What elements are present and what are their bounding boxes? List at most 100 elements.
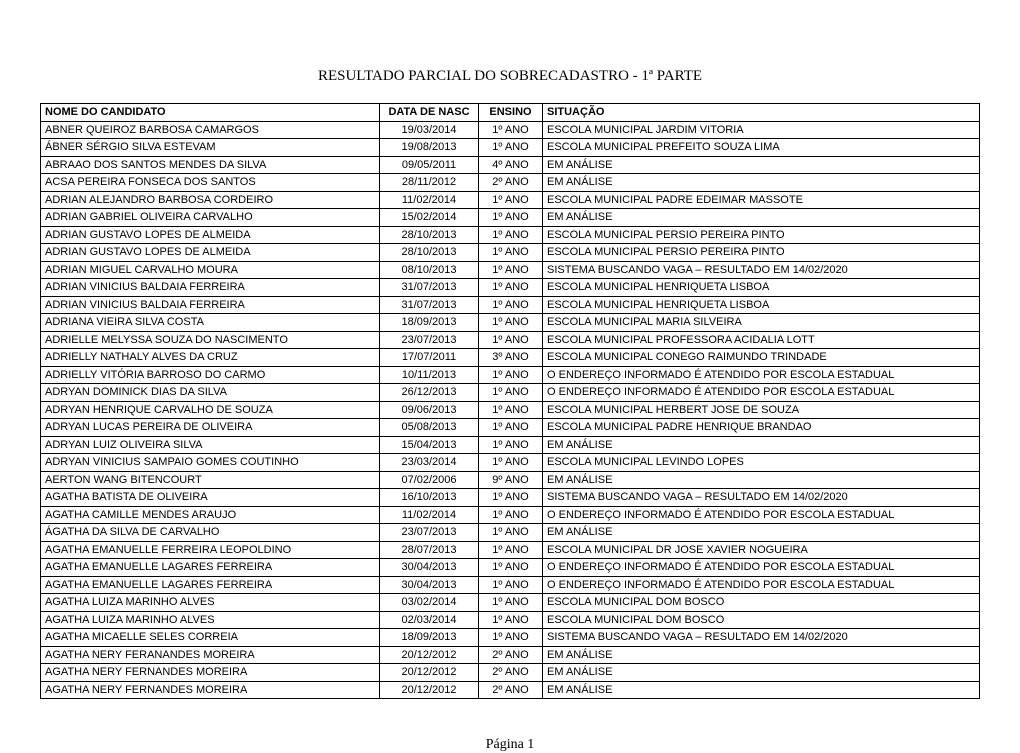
- table-cell: ADRYAN VINICIUS SAMPAIO GOMES COUTINHO: [41, 454, 380, 472]
- table-cell: ESCOLA MUNICIPAL CONEGO RAIMUNDO TRINDAD…: [543, 349, 980, 367]
- table-row: ADRYAN VINICIUS SAMPAIO GOMES COUTINHO23…: [41, 454, 980, 472]
- table-cell: 19/03/2014: [380, 121, 479, 139]
- table-cell: ESCOLA MUNICIPAL PREFEITO SOUZA LIMA: [543, 139, 980, 157]
- table-cell: 28/10/2013: [380, 226, 479, 244]
- page-footer: Página 1: [40, 737, 980, 753]
- table-cell: 1º ANO: [479, 594, 543, 612]
- table-cell: ESCOLA MUNICIPAL JARDIM VITORIA: [543, 121, 980, 139]
- table-row: ACSA PEREIRA FONSECA DOS SANTOS28/11/201…: [41, 174, 980, 192]
- table-cell: 1º ANO: [479, 296, 543, 314]
- table-cell: EM ANÁLISE: [543, 471, 980, 489]
- table-cell: ESCOLA MUNICIPAL LEVINDO LOPES: [543, 454, 980, 472]
- table-cell: EM ANÁLISE: [543, 664, 980, 682]
- table-row: ADRIELLE MELYSSA SOUZA DO NASCIMENTO23/0…: [41, 331, 980, 349]
- table-cell: ADRIANA VIEIRA SILVA COSTA: [41, 314, 380, 332]
- page-title: RESULTADO PARCIAL DO SOBRECADASTRO - 1ª …: [40, 68, 980, 85]
- table-cell: 1º ANO: [479, 314, 543, 332]
- table-cell: 1º ANO: [479, 559, 543, 577]
- table-row: AGATHA CAMILLE MENDES ARAUJO11/02/20141º…: [41, 506, 980, 524]
- table-row: ÁGATHA DA SILVA DE CARVALHO23/07/20131º …: [41, 524, 980, 542]
- table-cell: EM ANÁLISE: [543, 436, 980, 454]
- table-cell: 11/02/2014: [380, 191, 479, 209]
- table-row: ADRIELLY VITÓRIA BARROSO DO CARMO10/11/2…: [41, 366, 980, 384]
- table-cell: 1º ANO: [479, 489, 543, 507]
- table-cell: 1º ANO: [479, 209, 543, 227]
- table-cell: 28/10/2013: [380, 244, 479, 262]
- table-cell: EM ANÁLISE: [543, 524, 980, 542]
- table-row: AGATHA MICAELLE SELES CORREIA18/09/20131…: [41, 629, 980, 647]
- table-cell: 20/12/2012: [380, 646, 479, 664]
- table-cell: EM ANÁLISE: [543, 156, 980, 174]
- table-row: ABNER QUEIROZ BARBOSA CAMARGOS19/03/2014…: [41, 121, 980, 139]
- table-cell: ESCOLA MUNICIPAL PERSIO PEREIRA PINTO: [543, 226, 980, 244]
- table-cell: 1º ANO: [479, 454, 543, 472]
- col-header-ensino: ENSINO: [479, 104, 543, 122]
- table-cell: 19/08/2013: [380, 139, 479, 157]
- table-row: ADRYAN LUIZ OLIVEIRA SILVA15/04/20131º A…: [41, 436, 980, 454]
- table-cell: ESCOLA MUNICIPAL HENRIQUETA LISBOA: [543, 279, 980, 297]
- table-cell: ABNER QUEIROZ BARBOSA CAMARGOS: [41, 121, 380, 139]
- table-cell: 28/07/2013: [380, 541, 479, 559]
- table-cell: AGATHA LUIZA MARINHO ALVES: [41, 594, 380, 612]
- table-cell: ADRIAN VINICIUS BALDAIA FERREIRA: [41, 279, 380, 297]
- table-cell: AERTON WANG BITENCOURT: [41, 471, 380, 489]
- table-cell: ADRIELLE MELYSSA SOUZA DO NASCIMENTO: [41, 331, 380, 349]
- table-row: AGATHA EMANUELLE LAGARES FERREIRA30/04/2…: [41, 576, 980, 594]
- table-row: ADRYAN DOMINICK DIAS DA SILVA26/12/20131…: [41, 384, 980, 402]
- table-cell: 23/03/2014: [380, 454, 479, 472]
- table-cell: AGATHA CAMILLE MENDES ARAUJO: [41, 506, 380, 524]
- table-cell: 1º ANO: [479, 366, 543, 384]
- table-cell: AGATHA MICAELLE SELES CORREIA: [41, 629, 380, 647]
- table-cell: 9º ANO: [479, 471, 543, 489]
- table-cell: ESCOLA MUNICIPAL MARIA SILVEIRA: [543, 314, 980, 332]
- table-cell: 1º ANO: [479, 629, 543, 647]
- table-row: AGATHA EMANUELLE LAGARES FERREIRA30/04/2…: [41, 559, 980, 577]
- table-cell: ESCOLA MUNICIPAL HERBERT JOSE DE SOUZA: [543, 401, 980, 419]
- table-cell: ADRYAN LUCAS PEREIRA DE OLIVEIRA: [41, 419, 380, 437]
- table-cell: 11/02/2014: [380, 506, 479, 524]
- table-cell: EM ANÁLISE: [543, 681, 980, 699]
- table-row: AGATHA EMANUELLE FERREIRA LEOPOLDINO28/0…: [41, 541, 980, 559]
- table-cell: ESCOLA MUNICIPAL PERSIO PEREIRA PINTO: [543, 244, 980, 262]
- table-cell: ESCOLA MUNICIPAL PADRE EDEIMAR MASSOTE: [543, 191, 980, 209]
- table-cell: 07/02/2006: [380, 471, 479, 489]
- table-row: ADRYAN LUCAS PEREIRA DE OLIVEIRA05/08/20…: [41, 419, 980, 437]
- table-cell: 09/06/2013: [380, 401, 479, 419]
- table-cell: ADRIAN ALEJANDRO BARBOSA CORDEIRO: [41, 191, 380, 209]
- table-cell: 1º ANO: [479, 121, 543, 139]
- table-cell: SISTEMA BUSCANDO VAGA – RESULTADO EM 14/…: [543, 629, 980, 647]
- table-cell: ADRIELLY NATHALY ALVES DA CRUZ: [41, 349, 380, 367]
- table-cell: 3º ANO: [479, 349, 543, 367]
- table-cell: 1º ANO: [479, 139, 543, 157]
- table-cell: 1º ANO: [479, 331, 543, 349]
- table-cell: 16/10/2013: [380, 489, 479, 507]
- table-cell: 15/02/2014: [380, 209, 479, 227]
- table-row: ADRIAN GABRIEL OLIVEIRA CARVALHO15/02/20…: [41, 209, 980, 227]
- table-cell: ÁGATHA DA SILVA DE CARVALHO: [41, 524, 380, 542]
- table-cell: 30/04/2013: [380, 559, 479, 577]
- table-cell: 1º ANO: [479, 419, 543, 437]
- table-cell: O ENDEREÇO INFORMADO É ATENDIDO POR ESCO…: [543, 506, 980, 524]
- table-row: ADRIAN MIGUEL CARVALHO MOURA08/10/20131º…: [41, 261, 980, 279]
- table-row: AGATHA BATISTA DE OLIVEIRA16/10/20131º A…: [41, 489, 980, 507]
- table-cell: O ENDEREÇO INFORMADO É ATENDIDO POR ESCO…: [543, 559, 980, 577]
- table-cell: ÁBNER SÉRGIO SILVA ESTEVAM: [41, 139, 380, 157]
- table-cell: AGATHA LUIZA MARINHO ALVES: [41, 611, 380, 629]
- table-cell: 1º ANO: [479, 384, 543, 402]
- table-cell: 23/07/2013: [380, 331, 479, 349]
- table-row: ADRIAN GUSTAVO LOPES DE ALMEIDA28/10/201…: [41, 244, 980, 262]
- table-cell: 2º ANO: [479, 174, 543, 192]
- table-cell: 26/12/2013: [380, 384, 479, 402]
- table-row: ABRAAO DOS SANTOS MENDES DA SILVA09/05/2…: [41, 156, 980, 174]
- table-cell: 03/02/2014: [380, 594, 479, 612]
- table-body: ABNER QUEIROZ BARBOSA CAMARGOS19/03/2014…: [41, 121, 980, 699]
- table-row: AGATHA LUIZA MARINHO ALVES03/02/20141º A…: [41, 594, 980, 612]
- table-cell: 2º ANO: [479, 664, 543, 682]
- table-cell: ADRIAN GABRIEL OLIVEIRA CARVALHO: [41, 209, 380, 227]
- col-header-nome: NOME DO CANDIDATO: [41, 104, 380, 122]
- table-row: AGATHA NERY FERANANDES MOREIRA20/12/2012…: [41, 646, 980, 664]
- table-cell: 09/05/2011: [380, 156, 479, 174]
- table-row: ADRIAN ALEJANDRO BARBOSA CORDEIRO11/02/2…: [41, 191, 980, 209]
- table-cell: 4º ANO: [479, 156, 543, 174]
- table-cell: 18/09/2013: [380, 629, 479, 647]
